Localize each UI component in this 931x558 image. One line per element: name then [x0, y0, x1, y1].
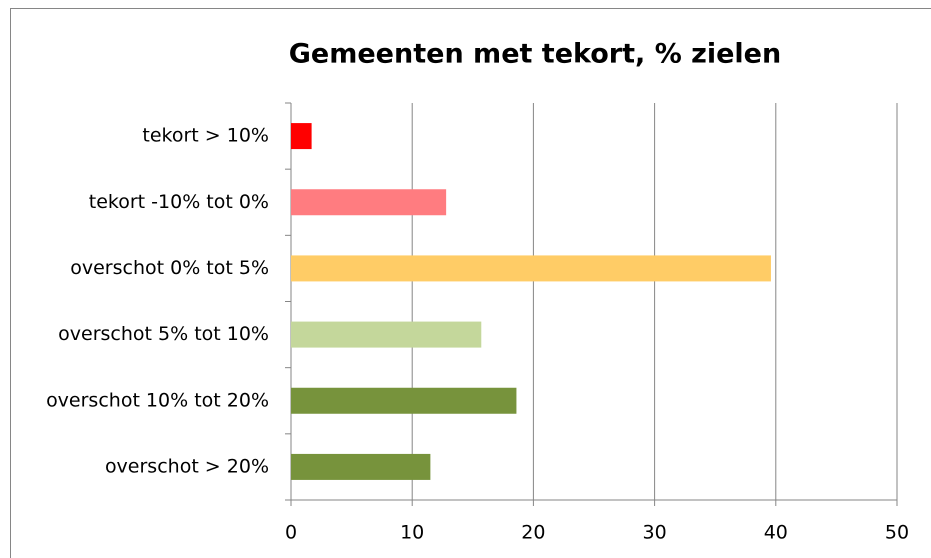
chart-border — [10, 8, 931, 558]
y-tick-label: overschot 0% tot 5% — [70, 257, 269, 279]
x-tick-label: 40 — [764, 522, 788, 544]
bar — [291, 255, 771, 282]
y-tick-label: tekort -10% tot 0% — [89, 191, 269, 213]
bar — [291, 387, 517, 414]
bar — [291, 453, 431, 480]
y-tick-label: overschot 5% tot 10% — [58, 323, 269, 345]
chart-title: Gemeenten met tekort, % zielen — [289, 39, 781, 70]
x-tick-label: 30 — [643, 522, 667, 544]
x-tick-label: 50 — [885, 522, 909, 544]
bar — [291, 189, 447, 216]
x-tick-label: 20 — [521, 522, 545, 544]
bar — [291, 321, 482, 348]
bar — [291, 123, 312, 150]
y-tick-label: tekort > 10% — [142, 125, 269, 147]
x-tick-label: 0 — [285, 522, 297, 544]
x-tick-label: 10 — [400, 522, 424, 544]
y-tick-label: overschot > 20% — [105, 455, 269, 477]
y-tick-label: overschot 10% tot 20% — [46, 389, 269, 411]
